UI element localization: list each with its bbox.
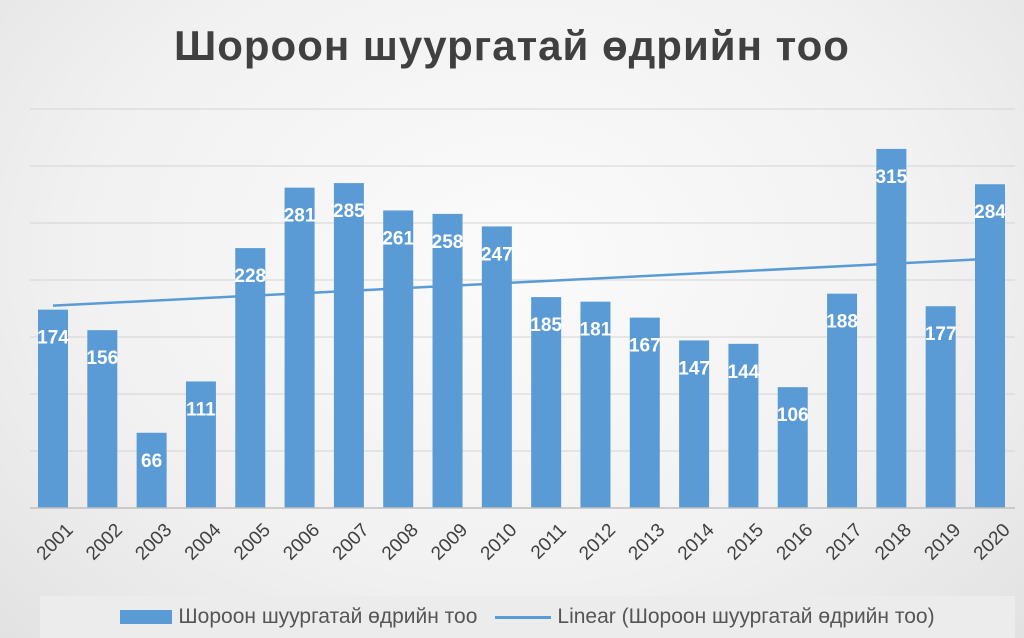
bar-2011 [531,297,562,508]
data-label-2004: 111 [186,399,216,420]
data-label-2020: 284 [974,202,1006,223]
data-label-2010: 247 [481,244,513,265]
x-tick-label: 2004 [181,519,226,564]
data-label-2008: 261 [382,228,414,249]
legend: Шороон шуургатай өдрийн тоо Linear (Шоро… [40,596,1015,638]
data-label-2018: 315 [876,167,908,188]
x-tick-label: 2005 [230,520,275,565]
bar-2006 [284,187,315,508]
data-label-2015: 144 [728,362,760,383]
trendline [52,257,991,307]
data-label-2003: 66 [141,451,162,472]
x-tick-label: 2017 [822,520,867,565]
data-label-2016: 106 [777,405,809,426]
chart-title: Шороон шуургатай өдрийн тоо [174,22,850,69]
bar-2016 [777,387,808,508]
x-tick-label: 2012 [575,520,620,565]
bar-2014 [679,340,710,508]
data-label-2012: 181 [580,320,612,341]
bar-2008 [383,210,414,508]
bar-2019 [925,306,956,508]
bar-2002 [87,330,118,508]
x-tick-label: 2013 [625,520,670,565]
x-tick-label: 2015 [723,520,768,565]
bar-2012 [580,301,611,508]
x-tick-label: 2016 [773,520,818,565]
x-tick-label: 2006 [279,520,324,565]
bar-2001 [38,309,68,508]
data-label-2001: 174 [37,328,69,349]
x-tick-label: 2010 [477,520,522,565]
bar-2015 [728,343,759,508]
data-label-2007: 285 [333,201,365,222]
data-label-2019: 177 [925,324,957,345]
data-label-2006: 281 [284,206,316,227]
x-tick-label: 2001 [33,520,78,565]
data-label-2005: 228 [234,266,266,287]
data-label-2011: 185 [530,315,562,336]
bar-2017 [827,293,858,508]
x-tick-label: 2020 [970,520,1015,565]
bar-2013 [629,317,660,508]
bar-2009 [432,213,463,508]
x-tick-label: 2008 [378,520,423,565]
bar-2005 [235,248,266,508]
x-tick-label: 2003 [131,520,176,565]
x-tick-label: 2019 [921,520,966,565]
legend-bar-swatch [120,610,173,625]
bar-2007 [333,183,364,508]
x-tick-label: 2011 [527,520,571,564]
data-label-2013: 167 [629,336,661,357]
legend-line-swatch [495,615,552,619]
x-tick-label: 2014 [674,519,719,564]
legend-bar-label: Шороон шуургатай өдрийн тоо [178,605,478,628]
bar-2010 [481,226,512,509]
bar-2018 [876,148,907,508]
x-tick-label: 2018 [871,520,916,565]
legend-trend-label: Linear (Шороон шуургатай өдрийн тоо) [557,605,935,628]
legend-item-trend: Linear (Шороон шуургатай өдрийн тоо) [495,605,935,629]
x-tick-label: 2009 [427,520,472,565]
bar-2004 [185,381,216,508]
x-tick-label: 2007 [329,520,374,565]
bar-2020 [975,184,1005,509]
bar-2003 [136,432,167,508]
data-label-2009: 258 [432,232,464,253]
data-label-2014: 147 [678,358,710,379]
bar-chart: 174 156 66 111 228 281 285 261 258 247 185 181 167 14… [30,108,1015,565]
x-tick-label: 2002 [82,520,127,565]
data-label-2002: 156 [86,348,118,369]
data-label-2017: 188 [826,312,858,333]
legend-item-bars: Шороон шуургатай өдрийн тоо [120,605,477,629]
